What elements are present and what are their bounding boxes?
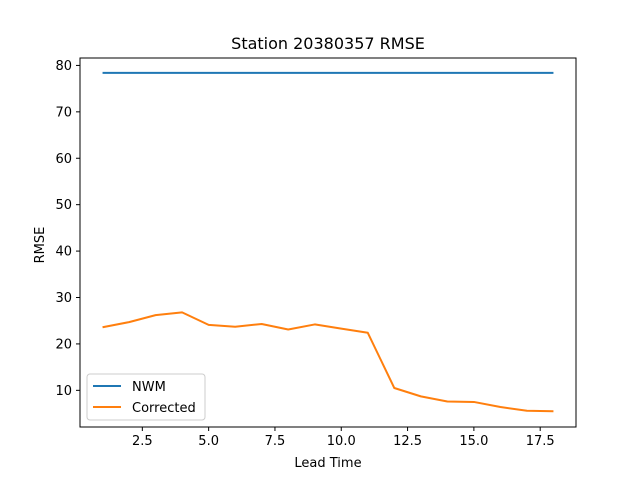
x-axis-title: Lead Time — [294, 456, 361, 471]
x-tick-label: 7.5 — [265, 434, 286, 449]
x-tick-label: 17.5 — [526, 434, 555, 449]
y-tick-label: 20 — [55, 337, 72, 352]
plot-area — [102, 71, 554, 413]
legend-label-corrected: Corrected — [132, 401, 196, 416]
legend-label-nwm: NWM — [132, 380, 166, 395]
x-tick-label: 2.5 — [132, 434, 153, 449]
y-tick-label: 40 — [55, 245, 72, 260]
y-axis-title: RMSE — [33, 227, 48, 264]
x-tick-label: 15.0 — [459, 434, 488, 449]
plot-frame — [79, 57, 577, 428]
chart-title: Station 20380357 RMSE — [231, 34, 425, 53]
x-tick-label: 10.0 — [327, 434, 356, 449]
y-tick-label: 30 — [55, 291, 72, 306]
y-tick-label: 10 — [55, 384, 72, 399]
series-line-corrected — [102, 311, 554, 413]
y-tick-label: 60 — [55, 152, 72, 167]
x-tick-label: 12.5 — [393, 434, 422, 449]
y-tick-label: 50 — [55, 198, 72, 213]
y-tick-label: 70 — [55, 105, 72, 120]
x-tick-label: 5.0 — [198, 434, 219, 449]
y-tick-label: 80 — [55, 59, 72, 74]
legend: NWM Corrected — [86, 373, 206, 421]
